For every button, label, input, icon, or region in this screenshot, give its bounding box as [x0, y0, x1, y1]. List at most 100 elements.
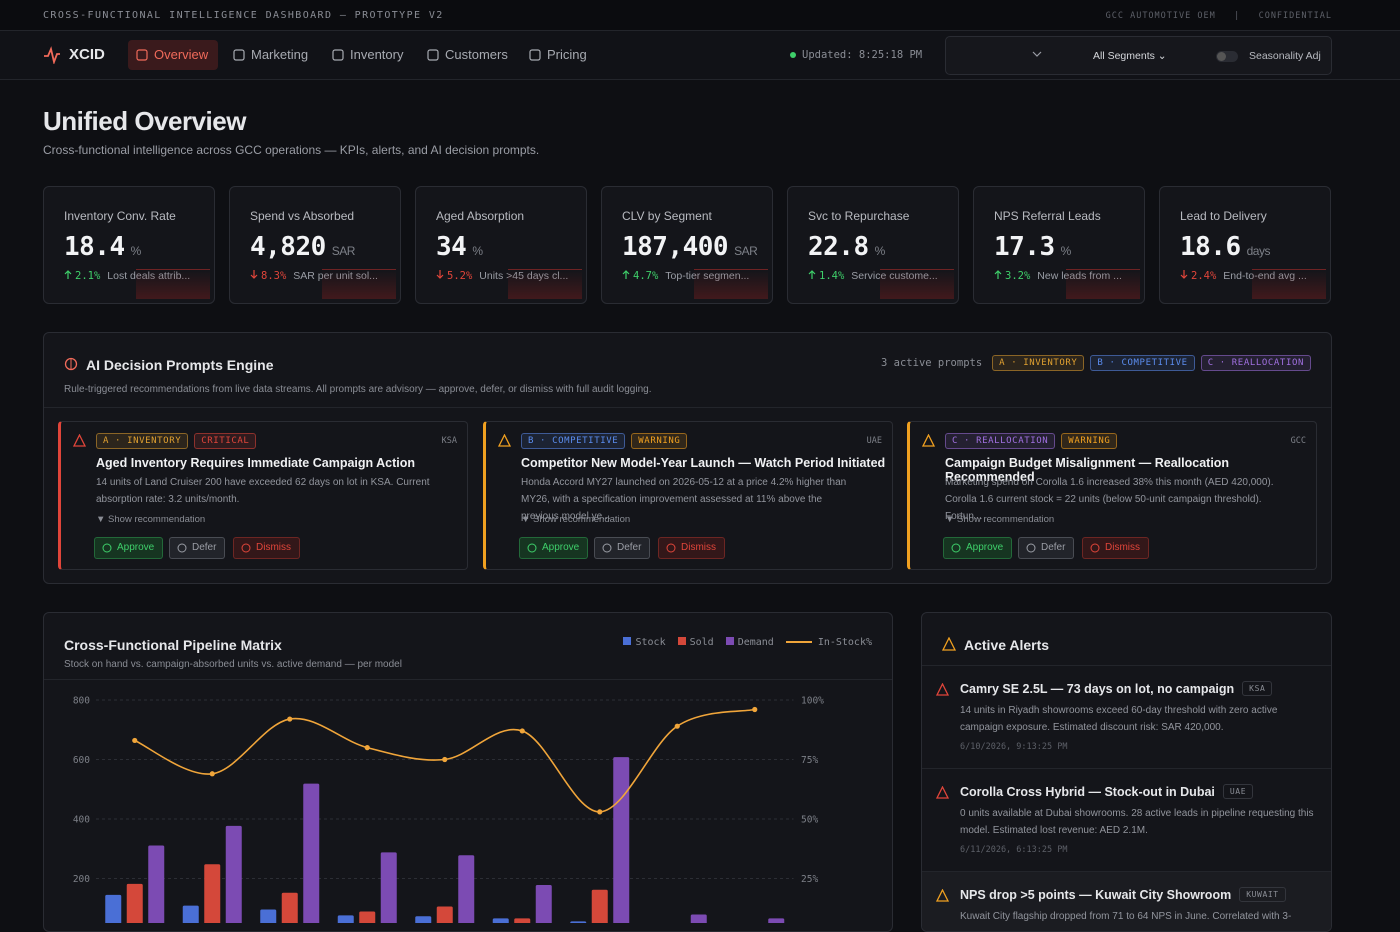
button-icon — [241, 543, 251, 553]
bar — [359, 911, 376, 923]
kpi-delta: 5.2% Units >45 days cl... — [436, 270, 568, 282]
legend-swatch — [677, 637, 686, 645]
alert-title: NPS drop >5 points — Kuwait City Showroo… — [960, 887, 1232, 902]
icon-shape — [1026, 543, 1036, 553]
kpi-value: 17.3% — [994, 232, 1071, 262]
legend-item[interactable]: Demand — [725, 637, 774, 648]
kpi-value: 22.8% — [808, 232, 885, 262]
button-label: Approve — [117, 542, 155, 553]
card-tags: A · INVENTORY CRITICAL — [96, 433, 257, 449]
delta-value: 4.7% — [633, 270, 659, 282]
divider — [44, 679, 892, 680]
region: KSA — [441, 436, 457, 446]
region-tag: KUWAIT — [1239, 887, 1286, 902]
legend-item[interactable]: Sold — [677, 637, 714, 648]
line-point — [597, 809, 603, 815]
action-button[interactable]: Dismiss — [1082, 537, 1149, 559]
severity-tag: CRITICAL — [194, 433, 257, 449]
kpi-label: NPS Referral Leads — [994, 209, 1101, 223]
action-button[interactable]: Dismiss — [233, 537, 300, 559]
nav-tab[interactable]: Pricing — [521, 40, 597, 70]
recommendation-toggle[interactable]: ▼ Show recommendation — [96, 514, 205, 525]
kpi-card: Inventory Conv. Rate 18.4% 2.1% Lost deals … — [43, 186, 215, 304]
brand[interactable]: XCID — [69, 46, 105, 63]
action-button[interactable]: Approve — [943, 537, 1013, 559]
toggle-knob — [1217, 52, 1226, 61]
prompt-tag: A · INVENTORY — [992, 355, 1085, 371]
category-tag: B · COMPETITIVE — [521, 433, 626, 449]
kpi-card: Aged Absorption 34% 5.2% Units >45 days cl.… — [415, 186, 587, 304]
nav-tab[interactable]: Customers — [419, 40, 518, 70]
icon-shape — [922, 434, 935, 447]
action-button[interactable]: Approve — [519, 537, 589, 559]
tab-label: Customers — [445, 47, 508, 62]
segment-select[interactable]: All Segments ⌄ — [1093, 50, 1167, 62]
icon-shape — [233, 49, 245, 61]
region: GCC — [1290, 436, 1306, 446]
sparkline — [136, 269, 210, 299]
nav-tab[interactable]: Marketing — [225, 40, 318, 70]
arrow — [994, 270, 1002, 279]
chart-title: Cross-Functional Pipeline Matrix — [64, 637, 282, 653]
alert-title: Corolla Cross Hybrid — Stock-out in Duba… — [960, 784, 1215, 799]
chart: 200 400 600 800 25% 50% 75% 100% — [73, 696, 824, 923]
alert-header: Corolla Cross Hybrid — Stock-out in Duba… — [960, 784, 1254, 799]
nav-tab[interactable]: Overview — [128, 40, 219, 70]
card-body: 14 units of Land Cruiser 200 have exceed… — [96, 477, 430, 505]
button-label: Defer — [1041, 542, 1066, 553]
delta-note: Top-tier segmen... — [665, 270, 749, 282]
action-button[interactable]: Dismiss — [658, 537, 725, 559]
icon-shape — [241, 543, 251, 553]
kpi-label: Svc to Repurchase — [808, 209, 910, 223]
kpi-unit: days — [1246, 244, 1271, 258]
delta-value: 5.2% — [447, 270, 473, 282]
prompts-title: AI Decision Prompts Engine — [86, 357, 274, 373]
delta-arrow — [64, 270, 72, 279]
action-button[interactable]: Defer — [169, 537, 226, 559]
kpi-number: 34 — [436, 232, 467, 262]
divider — [922, 665, 1331, 666]
tab-icon — [233, 49, 245, 61]
toggle[interactable] — [1216, 51, 1238, 62]
kpi-unit: SAR — [331, 244, 356, 258]
button-icon — [102, 543, 112, 553]
nav-tab[interactable]: Inventory — [324, 40, 413, 70]
toggle-label: Show recommendation — [108, 514, 206, 525]
legend-item[interactable]: Stock — [623, 637, 666, 648]
legend-item[interactable]: In-Stock% — [785, 637, 872, 648]
org: GCC AUTOMOTIVE OEM — [1105, 11, 1216, 21]
tab-label: Inventory — [350, 47, 404, 62]
card-tags: B · COMPETITIVE WARNING — [521, 433, 688, 449]
action-button[interactable]: Defer — [594, 537, 651, 559]
recommendation-toggle[interactable]: ▼ Show recommendation — [945, 514, 1054, 525]
brand-icon — [44, 46, 60, 64]
y2-tick-label: 100% — [801, 696, 824, 707]
bar — [105, 894, 122, 923]
kpi-label: CLV by Segment — [622, 209, 712, 223]
alert-body: 0 units available at Dubai showrooms. 28… — [960, 808, 1314, 836]
dropdown-chevron[interactable] — [1032, 51, 1042, 59]
legend-swatch — [725, 637, 734, 645]
bar — [768, 918, 785, 923]
action-button[interactable]: Approve — [94, 537, 164, 559]
kpi-delta: 8.3% SAR per unit sol... — [250, 270, 378, 282]
severity-icon — [498, 434, 511, 447]
icon-shape — [73, 434, 86, 447]
alert-body: 14 units in Riyadh showrooms exceed 60-d… — [960, 705, 1278, 733]
delta-note: Service custome... — [851, 270, 937, 282]
arrow — [622, 270, 630, 279]
delta-arrow — [250, 270, 258, 279]
sparkline — [880, 269, 954, 299]
action-button[interactable]: Defer — [1018, 537, 1075, 559]
nav-bar: XCID Overview Marketing Inventory Customers… — [0, 31, 1400, 80]
line-point — [364, 745, 370, 751]
kpi-number: 18.4 — [64, 232, 125, 262]
button-icon — [527, 543, 537, 553]
bar — [492, 918, 509, 923]
severity-icon — [73, 434, 86, 447]
delta-value: 3.2% — [1005, 270, 1031, 282]
kpi-value: 4,820 SAR — [250, 232, 355, 262]
tab-icon — [529, 49, 541, 61]
recommendation-toggle[interactable]: ▼ Show recommendation — [521, 514, 630, 525]
